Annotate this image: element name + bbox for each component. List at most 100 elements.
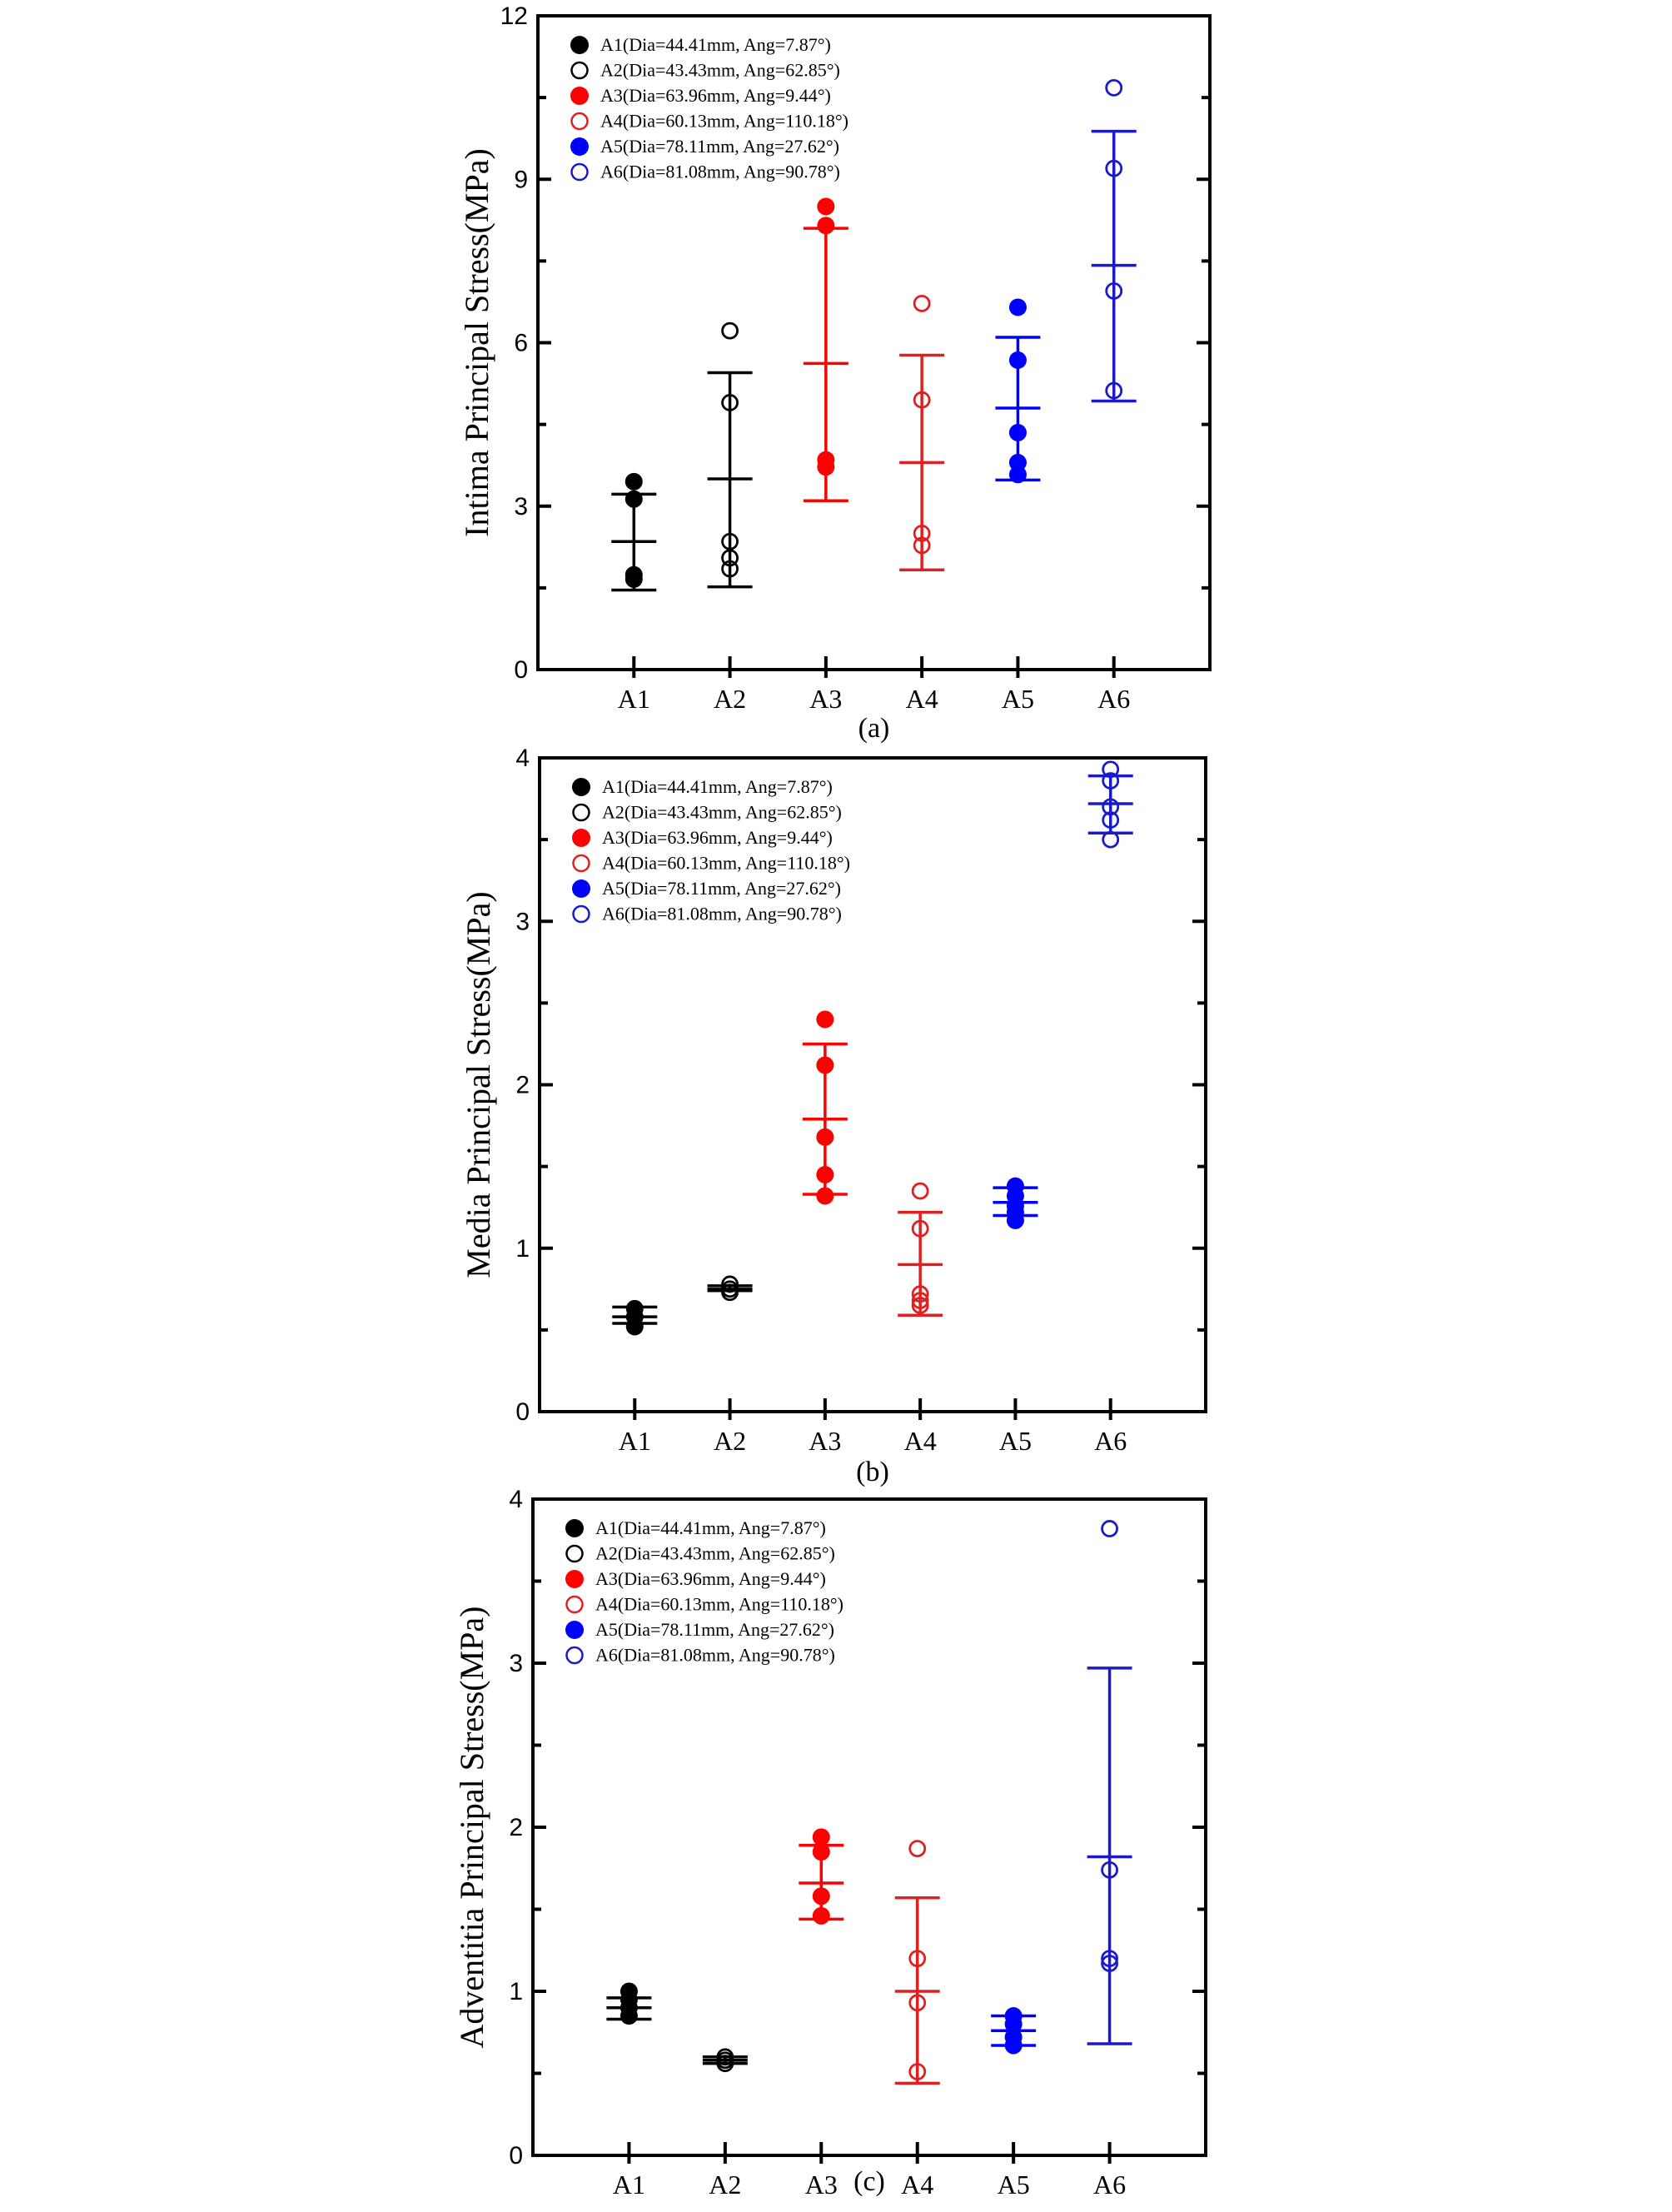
panel-label: (b) xyxy=(856,1457,889,1487)
series-A2 xyxy=(707,1275,753,1302)
panel-label: (a) xyxy=(858,713,890,744)
x-tick-label: A2 xyxy=(714,684,746,714)
legend-entry: A5(Dia=78.11mm, Ang=27.62°) xyxy=(600,136,839,157)
data-point xyxy=(908,1840,927,1858)
data-point xyxy=(721,549,739,567)
data-point xyxy=(1105,78,1123,97)
legend-marker xyxy=(572,904,590,924)
data-point xyxy=(1008,453,1027,471)
legend-marker xyxy=(565,1570,584,1588)
y-tick-label: 3 xyxy=(515,908,530,935)
legend-marker xyxy=(572,854,590,873)
data-point xyxy=(908,1950,927,1968)
data-point xyxy=(1102,798,1120,816)
data-point xyxy=(1004,2015,1023,2033)
data-point xyxy=(1101,1861,1118,1879)
data-point xyxy=(816,1128,834,1146)
legend-entry: A6(Dia=81.08mm, Ang=90.78°) xyxy=(602,904,842,924)
x-tick-label: A2 xyxy=(709,2170,741,2200)
x-tick-label: A6 xyxy=(1094,1426,1127,1456)
legend-marker xyxy=(570,162,589,182)
legend-marker xyxy=(570,61,589,80)
data-point xyxy=(1102,811,1120,829)
data-point xyxy=(817,217,835,235)
legend-marker xyxy=(565,1544,584,1563)
series-A4 xyxy=(894,1840,940,2085)
data-point xyxy=(1102,772,1120,790)
data-point xyxy=(625,570,643,588)
data-point xyxy=(908,1994,927,2012)
data-point xyxy=(817,197,835,216)
data-point xyxy=(721,532,739,551)
legend-entry: A6(Dia=81.08mm, Ang=90.78°) xyxy=(595,1645,835,1666)
data-point xyxy=(913,391,931,409)
y-tick-label: 0 xyxy=(515,1398,530,1426)
legend-entry: A4(Dia=60.13mm, Ang=110.18°) xyxy=(600,111,848,132)
y-tick-label: 1 xyxy=(515,1235,530,1263)
data-point xyxy=(1102,830,1120,849)
x-tick-label: A3 xyxy=(805,2170,838,2200)
legend-entry: A1(Dia=44.41mm, Ang=7.87°) xyxy=(600,34,831,55)
data-point xyxy=(913,536,931,555)
y-tick-label: 4 xyxy=(515,745,530,772)
legend-entry: A3(Dia=63.96mm, Ang=9.44°) xyxy=(595,1568,826,1589)
data-point xyxy=(625,490,643,508)
data-point xyxy=(1101,1955,1118,1972)
series-A3 xyxy=(803,197,848,502)
data-point xyxy=(913,525,931,542)
series-A2 xyxy=(702,2048,748,2073)
data-point xyxy=(911,1292,929,1309)
x-tick-label: A5 xyxy=(999,1426,1032,1456)
x-tick-label: A2 xyxy=(714,1426,746,1456)
data-point xyxy=(721,1275,739,1293)
x-tick-label: A3 xyxy=(809,1426,841,1456)
data-point xyxy=(816,1165,834,1183)
data-point xyxy=(1008,466,1027,484)
legend-marker xyxy=(572,879,590,898)
data-point xyxy=(1105,381,1123,400)
chart-panel-1: 0 3 6 9 12 A1 A2 A3 A4 A5 A6 Intima Principal Stres… xyxy=(458,2,1212,744)
legend-marker xyxy=(565,1519,584,1537)
y-tick-label: 4 xyxy=(509,1486,523,1513)
series-A6 xyxy=(1087,1520,1132,2045)
series-A6 xyxy=(1091,78,1137,403)
data-point xyxy=(625,1318,644,1336)
y-axis-title: Media Principal Stress(MPa) xyxy=(460,891,497,1278)
series-A5 xyxy=(995,298,1041,484)
y-tick-label: 6 xyxy=(514,330,528,357)
y-tick-label: 2 xyxy=(515,1072,530,1099)
x-tick-label: A5 xyxy=(998,2170,1030,2200)
x-tick-label: A4 xyxy=(901,2170,933,2200)
legend-entry: A4(Dia=60.13mm, Ang=110.18°) xyxy=(595,1594,843,1615)
data-point xyxy=(1105,159,1123,177)
chart-panel-3: 0 1 2 3 4 A1 A2 A3 A4 A5 A6 Adventitia Principal St… xyxy=(453,1486,1207,2200)
legend-marker xyxy=(570,36,589,54)
data-point xyxy=(1105,281,1123,300)
data-point xyxy=(721,1283,739,1302)
series-A1 xyxy=(612,1299,658,1336)
legend-entry: A2(Dia=43.43mm, Ang=62.85°) xyxy=(600,60,840,81)
legend-marker xyxy=(572,778,590,796)
x-tick-label: A3 xyxy=(809,684,842,714)
legend-marker xyxy=(570,137,589,156)
legend-entry: A5(Dia=78.11mm, Ang=27.62°) xyxy=(602,878,841,899)
data-point xyxy=(817,458,835,476)
data-point xyxy=(721,394,739,411)
legend-marker xyxy=(572,803,590,822)
legend-entry: A3(Dia=63.96mm, Ang=9.44°) xyxy=(600,85,831,106)
data-point xyxy=(812,1843,830,1861)
panel-label: (c) xyxy=(853,2166,885,2197)
legend-marker xyxy=(572,829,590,847)
x-tick-label: A6 xyxy=(1097,684,1130,714)
data-point xyxy=(721,560,739,578)
data-point xyxy=(911,1297,929,1314)
y-tick-label: 1 xyxy=(509,1978,523,2005)
data-point xyxy=(1004,2036,1023,2055)
data-point xyxy=(812,1828,830,1846)
data-point xyxy=(1008,423,1027,441)
x-tick-label: A1 xyxy=(613,2170,645,2200)
legend-marker xyxy=(565,1595,584,1614)
data-point xyxy=(812,1887,830,1906)
series-A6 xyxy=(1087,760,1133,849)
series-A4 xyxy=(899,294,945,572)
